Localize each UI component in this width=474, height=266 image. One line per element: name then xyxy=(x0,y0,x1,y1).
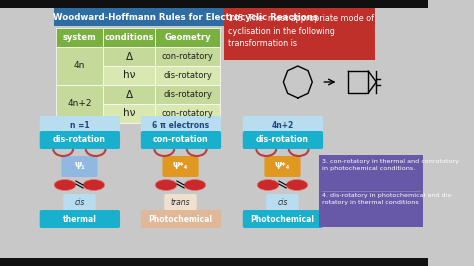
FancyBboxPatch shape xyxy=(224,8,375,60)
FancyBboxPatch shape xyxy=(243,131,323,149)
FancyBboxPatch shape xyxy=(243,116,323,134)
FancyBboxPatch shape xyxy=(40,116,120,134)
Text: Photochemical: Photochemical xyxy=(250,214,314,223)
Text: dis-rotation: dis-rotation xyxy=(53,135,106,144)
Text: n =1: n =1 xyxy=(70,120,89,130)
Text: Photochemical: Photochemical xyxy=(148,214,212,223)
FancyBboxPatch shape xyxy=(319,155,423,227)
FancyBboxPatch shape xyxy=(266,194,299,211)
FancyBboxPatch shape xyxy=(103,66,155,85)
Text: Δ: Δ xyxy=(126,89,133,99)
FancyBboxPatch shape xyxy=(61,156,98,177)
Text: Geometry: Geometry xyxy=(164,33,211,42)
FancyBboxPatch shape xyxy=(103,47,155,66)
Ellipse shape xyxy=(257,180,279,190)
Text: dis-rotatory: dis-rotatory xyxy=(163,71,212,80)
Ellipse shape xyxy=(286,180,308,190)
Text: Ψ₁: Ψ₁ xyxy=(74,162,85,171)
FancyBboxPatch shape xyxy=(163,156,199,177)
Text: con-rotatory: con-rotatory xyxy=(162,52,214,61)
Text: 4. dis-rotatory in photochemical and dis-
rotatory in thermal conditions: 4. dis-rotatory in photochemical and dis… xyxy=(322,193,453,205)
FancyBboxPatch shape xyxy=(243,210,323,228)
FancyBboxPatch shape xyxy=(56,85,103,123)
FancyBboxPatch shape xyxy=(103,104,155,123)
FancyBboxPatch shape xyxy=(40,210,120,228)
FancyBboxPatch shape xyxy=(164,194,197,211)
Text: con-rotation: con-rotation xyxy=(153,135,209,144)
Text: Ψ*₄: Ψ*₄ xyxy=(275,162,290,171)
FancyBboxPatch shape xyxy=(56,47,103,85)
Text: 4n+2: 4n+2 xyxy=(272,120,293,130)
FancyBboxPatch shape xyxy=(141,116,221,134)
FancyBboxPatch shape xyxy=(155,66,220,85)
FancyBboxPatch shape xyxy=(103,28,155,47)
Text: 3. con-rotatory in thermal and conrotatory
in photochemical conditions.: 3. con-rotatory in thermal and conrotato… xyxy=(322,159,459,171)
Text: dis-rotation: dis-rotation xyxy=(256,135,309,144)
Text: Woodward-Hoffmann Rules for Electrocyclic Reactions: Woodward-Hoffmann Rules for Electrocycli… xyxy=(53,13,318,22)
FancyBboxPatch shape xyxy=(141,210,221,228)
FancyBboxPatch shape xyxy=(63,194,96,211)
FancyBboxPatch shape xyxy=(0,0,428,8)
Text: system: system xyxy=(63,33,96,42)
FancyBboxPatch shape xyxy=(0,258,428,266)
Text: hν: hν xyxy=(123,109,135,118)
FancyBboxPatch shape xyxy=(155,47,220,66)
Text: hν: hν xyxy=(123,70,135,81)
Text: thermal: thermal xyxy=(63,214,96,223)
Text: dis-rotatory: dis-rotatory xyxy=(163,90,212,99)
Text: Ψ*₄: Ψ*₄ xyxy=(173,162,188,171)
FancyBboxPatch shape xyxy=(56,28,103,47)
FancyBboxPatch shape xyxy=(54,8,316,26)
Text: conditions: conditions xyxy=(104,33,154,42)
Ellipse shape xyxy=(184,180,206,190)
Text: 6 π electrons: 6 π electrons xyxy=(152,120,209,130)
FancyBboxPatch shape xyxy=(141,131,221,149)
FancyBboxPatch shape xyxy=(155,85,220,104)
FancyBboxPatch shape xyxy=(264,156,301,177)
Text: cis: cis xyxy=(277,198,288,207)
Text: 4n+2: 4n+2 xyxy=(67,99,91,109)
FancyBboxPatch shape xyxy=(155,28,220,47)
Ellipse shape xyxy=(83,180,105,190)
FancyBboxPatch shape xyxy=(103,85,155,104)
Text: con-rotatory: con-rotatory xyxy=(162,109,214,118)
Text: Δ: Δ xyxy=(126,52,133,61)
Ellipse shape xyxy=(155,180,177,190)
Text: 145. The  most appropriate mode of
cyclisation in the following
transformation i: 145. The most appropriate mode of cyclis… xyxy=(228,14,374,48)
Text: trans: trans xyxy=(171,198,191,207)
Ellipse shape xyxy=(54,180,76,190)
FancyBboxPatch shape xyxy=(155,104,220,123)
Text: 4n: 4n xyxy=(74,61,85,70)
Text: cis: cis xyxy=(74,198,85,207)
FancyBboxPatch shape xyxy=(40,131,120,149)
